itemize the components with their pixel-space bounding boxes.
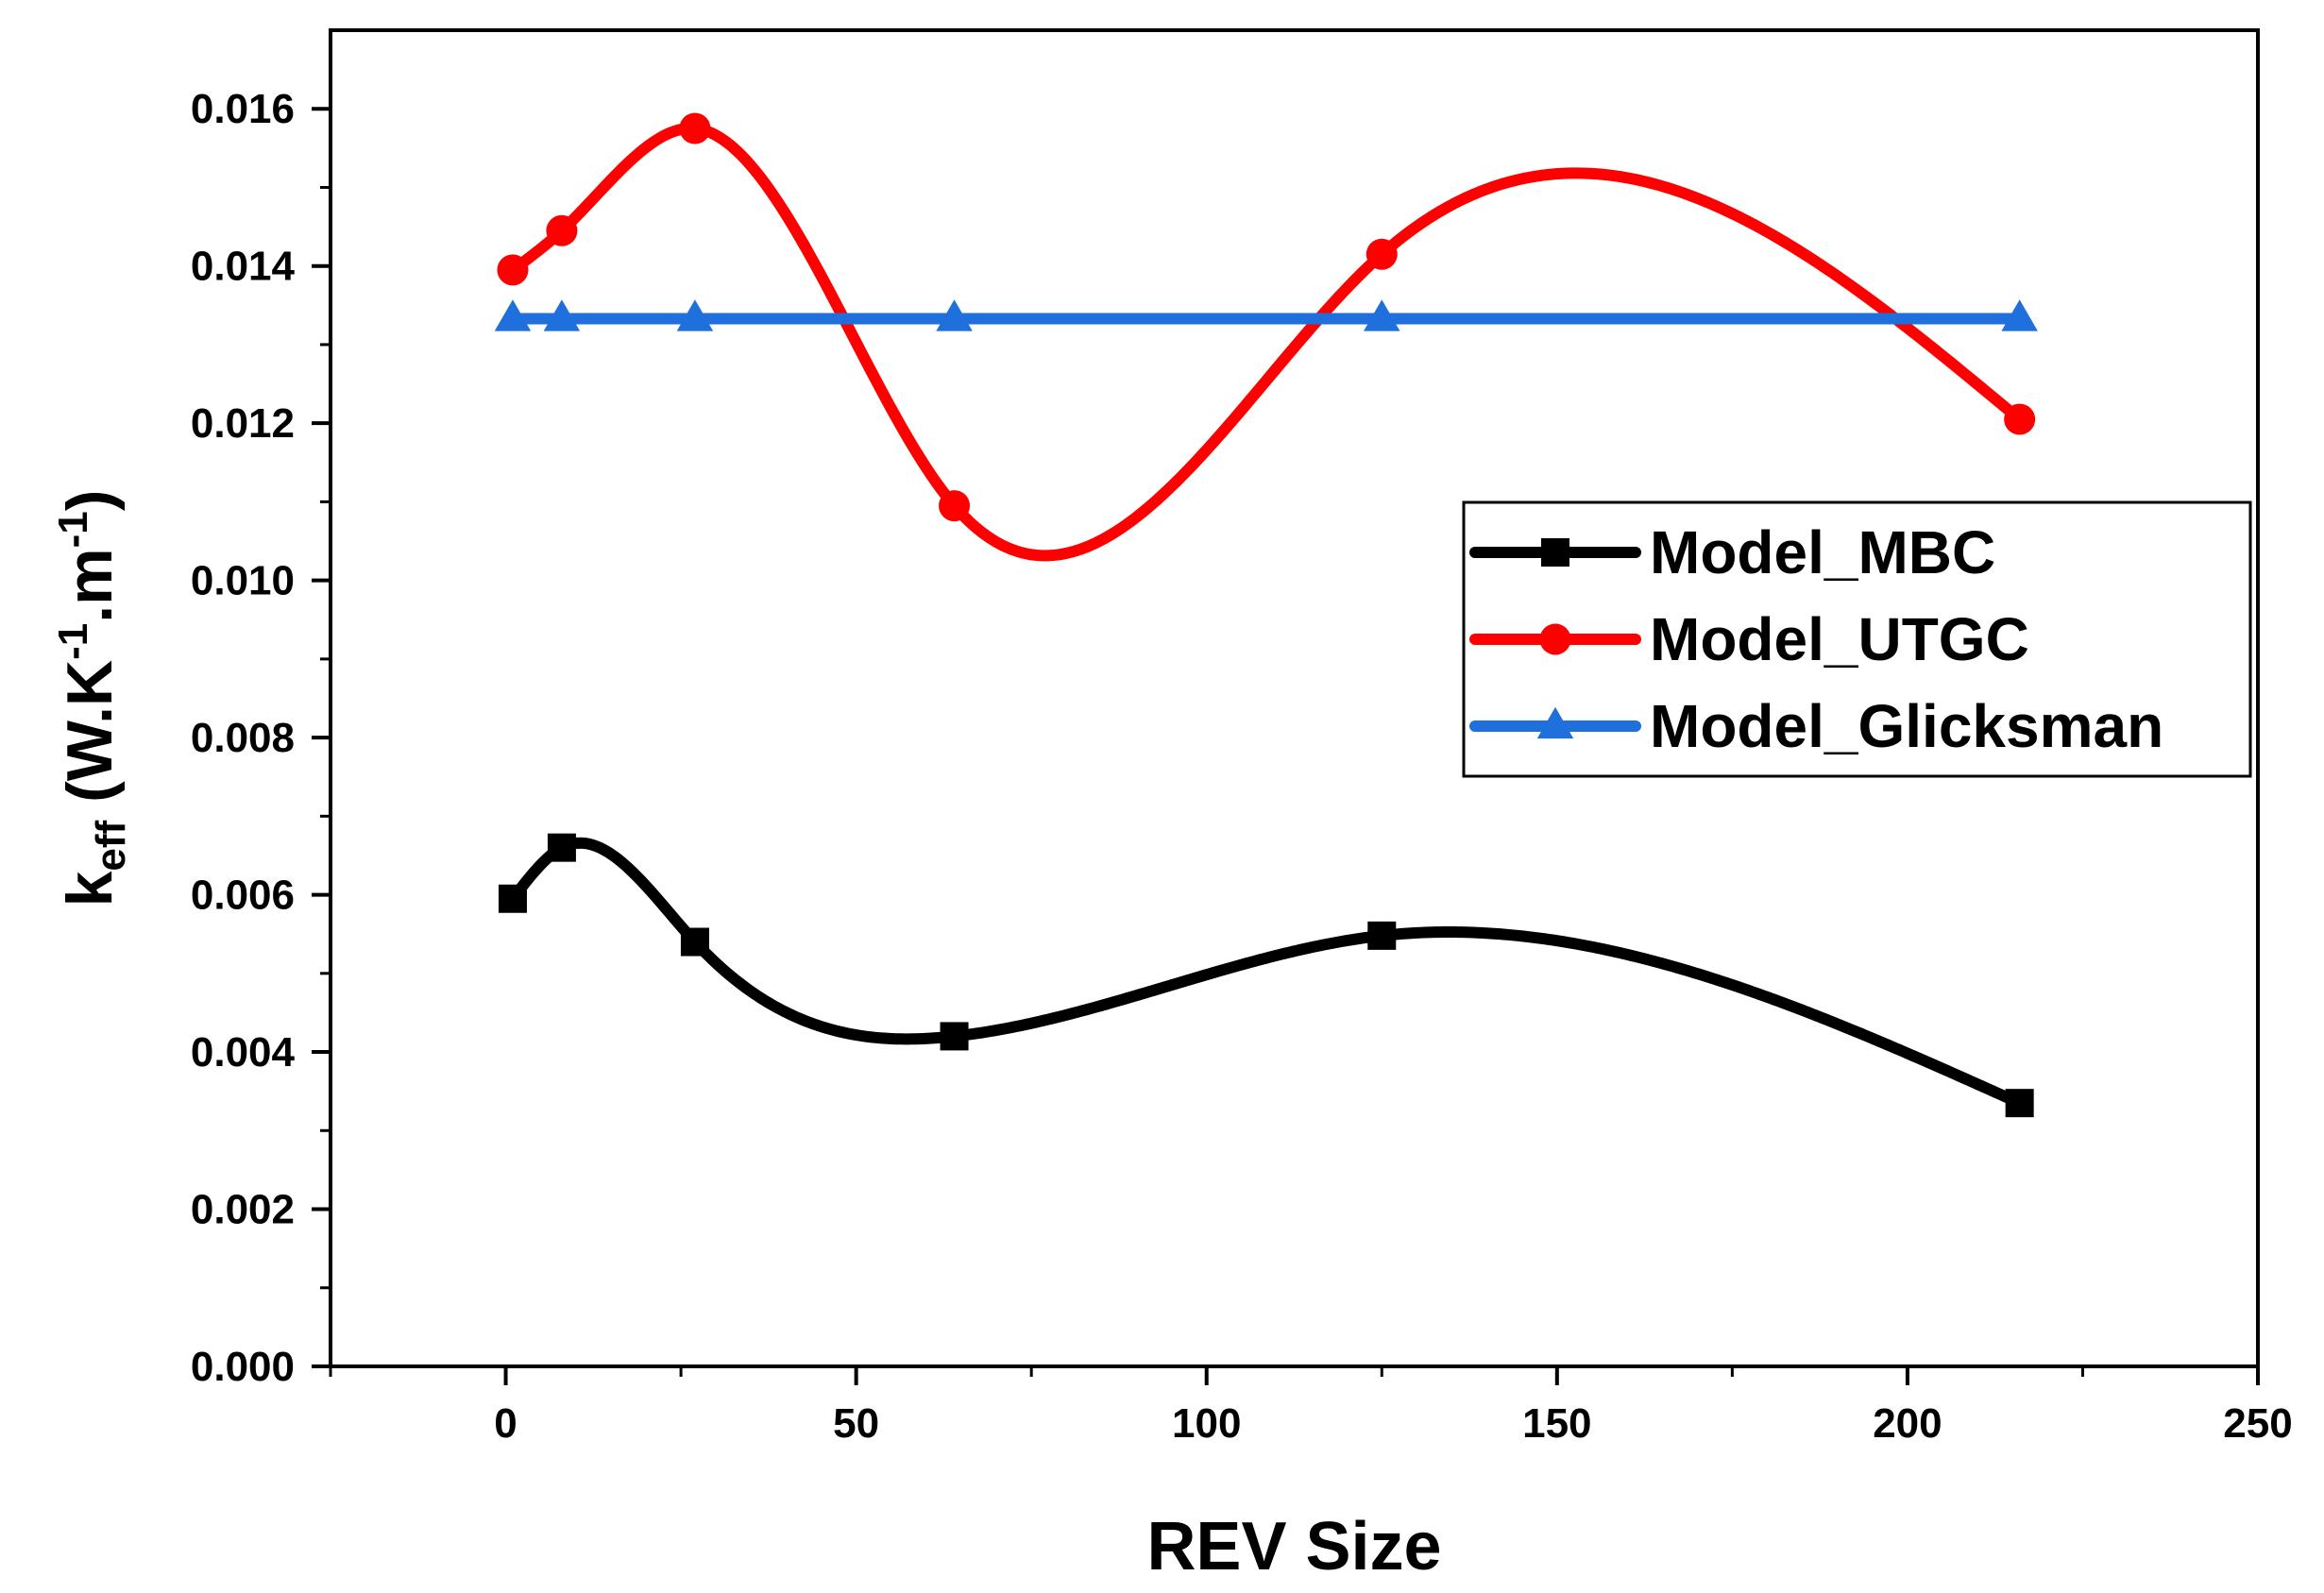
x-tick-label: 50: [833, 1400, 879, 1447]
triangle-marker: [676, 299, 714, 331]
series-line: [506, 122, 2026, 562]
legend-entry-model-utgc: Model_UTGC: [1469, 605, 2029, 673]
legend: Model_MBC Model_UTGC Model_Glicksman: [1462, 500, 2252, 778]
triangle-marker: [2001, 299, 2038, 331]
series-model-mbc: [498, 833, 2034, 1118]
square-marker: [547, 833, 576, 862]
y-axis-title-superscript-2: -1: [50, 511, 96, 548]
legend-entry-model-mbc: Model_MBC: [1469, 518, 1995, 586]
y-tick-label: 0.016: [191, 86, 295, 132]
circle-marker: [939, 490, 971, 522]
series-line: [506, 837, 2026, 1110]
y-tick-label: 0.004: [191, 1029, 296, 1076]
y-tick-label: 0.014: [191, 244, 296, 290]
circle-marker: [1539, 623, 1571, 655]
square-marker: [680, 927, 709, 957]
circle-marker: [679, 112, 711, 144]
x-tick-label: 250: [2223, 1400, 2292, 1447]
axis-ticks: 0 50 100 150 200 250 0.000 0.002 0.004 0.006 0.008…: [191, 86, 2293, 1447]
triangle-marker: [1536, 706, 1574, 739]
y-tick-label: 0.000: [191, 1344, 295, 1390]
x-axis-title: REV Size: [1146, 1509, 1441, 1585]
series-model-utgc: [497, 112, 2036, 562]
square-marker: [2005, 1089, 2034, 1118]
legend-label: Model_MBC: [1650, 518, 1995, 586]
y-tick-label: 0.008: [191, 715, 295, 761]
circle-marker: [497, 254, 529, 286]
y-tick-label: 0.002: [191, 1187, 295, 1233]
legend-label: Model_UTGC: [1650, 605, 2029, 673]
triangle-marker: [936, 299, 973, 331]
series-layer: [494, 112, 2038, 1118]
y-tick-label: 0.010: [191, 558, 295, 604]
plot-frame: [329, 28, 2260, 1368]
circle-marker: [546, 214, 578, 246]
triangle-marker: [1364, 299, 1400, 331]
y-tick-label: 0.012: [191, 400, 295, 447]
x-tick-label: 0: [494, 1400, 517, 1447]
circle-marker: [1366, 238, 1398, 270]
triangle-marker: [543, 299, 581, 331]
y-axis-title-base: k: [54, 871, 126, 907]
square-marker: [940, 1022, 969, 1051]
y-tick-label: 0.006: [191, 873, 295, 919]
x-tick-label: 100: [1172, 1400, 1241, 1447]
square-marker: [1367, 921, 1397, 950]
y-axis-title-superscript-1: -1: [50, 623, 96, 660]
x-tick-label: 150: [1522, 1400, 1591, 1447]
legend-label: Model_Glicksman: [1650, 692, 2163, 760]
series-model-glicksman: [494, 299, 2038, 331]
y-axis-title-unit-open: (W.K: [54, 660, 126, 821]
square-marker: [498, 884, 527, 913]
x-tick-label: 200: [1873, 1400, 1942, 1447]
y-axis-title-unit-close: ): [54, 490, 126, 512]
square-marker: [1541, 538, 1569, 567]
legend-entry-model-glicksman: Model_Glicksman: [1469, 692, 2163, 760]
y-axis-title: keff (W.K-1.m-1): [50, 490, 134, 907]
y-axis-title-subscript: eff: [88, 820, 134, 871]
y-axis-title-unit-mid: .m: [54, 548, 126, 622]
circle-marker: [2004, 403, 2036, 435]
triangle-marker: [494, 299, 532, 331]
